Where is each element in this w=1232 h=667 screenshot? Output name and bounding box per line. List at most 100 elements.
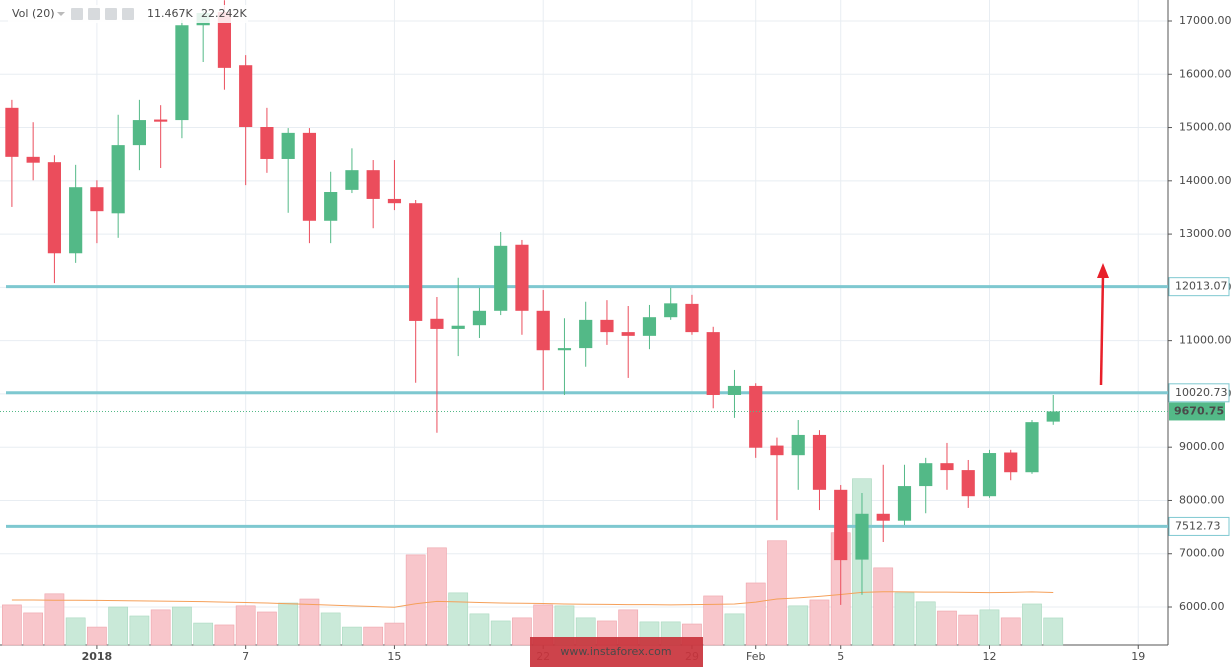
last-price-box: [1169, 402, 1225, 421]
candle-body: [961, 470, 975, 497]
volume-bar: [1022, 603, 1042, 646]
volume-bar: [257, 611, 277, 646]
x-tick-label: Feb: [746, 650, 765, 663]
candle-body: [791, 434, 805, 456]
candle-body: [387, 198, 402, 204]
volume-bar: [108, 606, 129, 646]
volume-bar: [23, 612, 44, 646]
volume-bar: [129, 615, 150, 646]
candle-body: [876, 513, 890, 521]
candle-body: [600, 319, 614, 333]
level-label-box: [1168, 383, 1230, 403]
candle-body: [727, 385, 742, 395]
candle-body: [132, 120, 146, 146]
level-label: 10020.73: [1175, 386, 1228, 399]
volume-bar: [405, 554, 426, 646]
candle-body: [281, 132, 295, 159]
candle-body: [621, 332, 635, 336]
candle-body: [366, 170, 380, 199]
candle-body: [26, 156, 40, 163]
last-price-label: 9670.75: [1174, 404, 1224, 417]
volume-bar: [299, 598, 320, 646]
candle-body: [770, 445, 784, 456]
volume-bar: [150, 609, 171, 646]
volume-bar: [490, 620, 511, 646]
level-label: 7512.73: [1175, 519, 1221, 532]
y-tick-label: 16000.00: [1179, 67, 1232, 80]
candle-body: [451, 325, 465, 329]
candle-body: [111, 145, 125, 214]
level-label-box: [1168, 516, 1230, 536]
volume-bar: [1043, 617, 1064, 646]
volume-bar: [448, 592, 469, 646]
legend-dropdown: [57, 12, 65, 16]
candle-body: [536, 310, 550, 351]
candle-body: [5, 107, 19, 157]
volume-bar: [384, 622, 405, 646]
candle-body: [409, 203, 423, 321]
candle-body: [940, 463, 954, 471]
candle-body: [579, 319, 593, 349]
candle-body: [494, 245, 508, 311]
candle-body: [217, 11, 232, 68]
volume-bar: [809, 599, 830, 646]
candle-body: [175, 25, 189, 121]
x-tick-label: 19: [1131, 650, 1145, 663]
x-tick-label: 12: [982, 650, 996, 663]
y-tick-label: 6000.00: [1179, 600, 1225, 613]
volume-bar: [873, 567, 894, 646]
y-tick-label: 17000.00: [1179, 14, 1232, 27]
volume-bar: [894, 592, 915, 646]
volume-bar: [979, 609, 1000, 646]
volume-bar: [703, 595, 724, 646]
candle-body: [1046, 411, 1060, 422]
candle-body: [90, 187, 104, 212]
volume-bar: [193, 622, 214, 646]
candle-body: [557, 348, 572, 351]
candle-body: [345, 170, 359, 190]
volume-bar: [1000, 617, 1021, 646]
candle-body: [1025, 422, 1039, 473]
level-label-box: [1168, 277, 1230, 297]
legend-ma-value: 22.242K: [201, 7, 247, 20]
candle-body: [897, 486, 912, 521]
legend-name: Vol (20): [12, 7, 55, 20]
watermark-box: [530, 637, 703, 667]
volume-bar: [44, 593, 65, 646]
volume-bar: [937, 610, 957, 646]
legend-icon: [71, 8, 83, 20]
y-tick-label: 15000.00: [1179, 121, 1232, 134]
volume-bar: [235, 605, 256, 646]
y-tick-label: 7000.00: [1179, 547, 1225, 560]
volume-bar: [512, 617, 532, 646]
volume-bar: [214, 624, 235, 646]
candle-body: [260, 127, 274, 159]
volume-bar: [915, 601, 936, 646]
y-tick-label: 13000.00: [1179, 227, 1232, 240]
candle-body: [812, 434, 827, 490]
candle-body: [982, 453, 997, 497]
volume-bar: [342, 626, 362, 646]
arrow-shaft: [1099, 274, 1105, 386]
watermark: www.instaforex.com: [560, 645, 671, 658]
candle-body: [855, 513, 869, 560]
volume-bar: [745, 582, 766, 646]
legend-last-value: 11.467K: [147, 7, 193, 20]
y-tick-label: 8000.00: [1179, 493, 1225, 506]
legend-icon: [88, 8, 100, 20]
volume-bar: [958, 614, 979, 646]
x-tick-label: 2018: [82, 650, 113, 663]
volume-bar: [87, 626, 107, 646]
volume-bar: [788, 605, 809, 646]
candle-body: [706, 332, 720, 395]
x-tick-label: 5: [837, 650, 844, 663]
y-tick-label: 9000.00: [1179, 440, 1225, 453]
candle-body: [664, 303, 678, 318]
candle-body: [685, 303, 699, 333]
candle-body: [69, 187, 83, 254]
volume-bar: [65, 617, 86, 646]
candle-body: [239, 65, 253, 128]
candle-body: [749, 385, 763, 448]
